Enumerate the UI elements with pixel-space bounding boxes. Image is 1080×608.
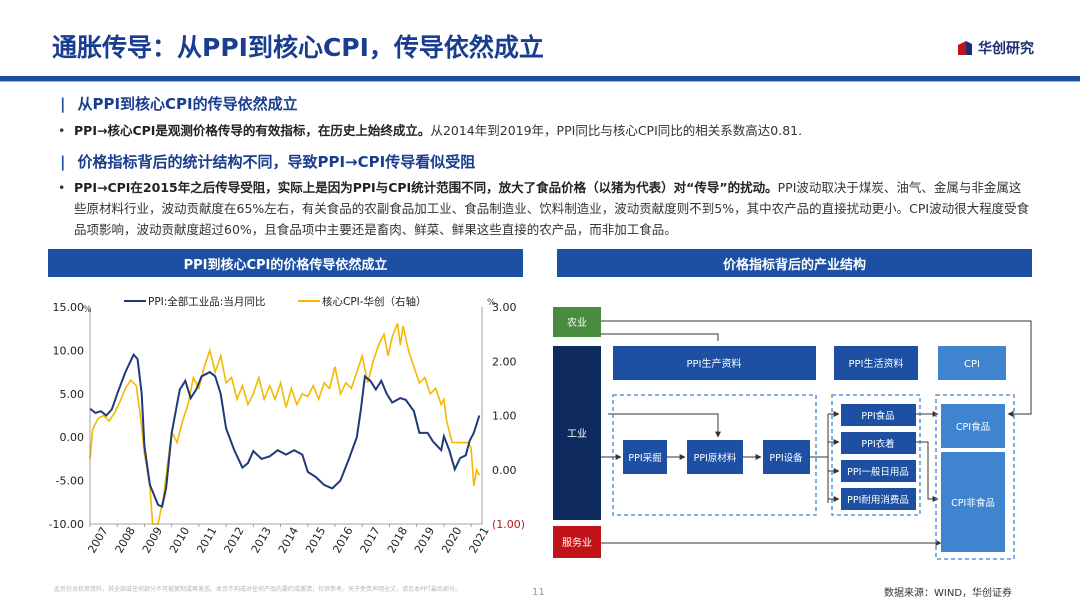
cpi-dashed-frame xyxy=(935,394,1015,560)
section-heading-1: | 从PPI到核心CPI的传导依然成立 xyxy=(60,93,298,114)
x-tick-label: 2011 xyxy=(194,525,219,556)
right-panel-title: 价格指标背后的产业结构 xyxy=(557,249,1032,277)
ppi-durable-box xyxy=(841,488,916,510)
section-heading-2-text: 价格指标背后的统计结构不同，导致PPI→CPI传导看似受阻 xyxy=(77,153,476,171)
x-tick-label: 2010 xyxy=(167,525,192,556)
ppi-living-label: PPI生活资料 xyxy=(848,357,903,370)
bullet-2-bold: PPI→CPI在2015年之后传导受阻，实际上是因为PPI与CPI统计范围不同，… xyxy=(74,180,778,195)
agri-to-cpi-food-line xyxy=(601,320,1032,417)
bullet-dot-icon: • xyxy=(58,123,66,138)
ppi-raw-label: PPI原材料 xyxy=(694,452,737,464)
header-divider xyxy=(0,76,1080,82)
agriculture-label: 农业 xyxy=(567,316,587,329)
service-box xyxy=(553,526,601,558)
x-tick-label: 2009 xyxy=(140,525,165,556)
core-cpi-series-line xyxy=(89,323,481,525)
page-title: 通胀传导：从PPI到核心CPI，传导依然成立 xyxy=(52,33,544,62)
ppi-food-box xyxy=(841,404,916,426)
ppi-mining-label: PPI采掘 xyxy=(628,452,661,464)
x-tick-label: 2018 xyxy=(385,525,410,556)
y-left-tick-label: 15.00 xyxy=(53,301,85,314)
cpi-box xyxy=(938,346,1006,380)
service-label: 服务业 xyxy=(562,536,592,549)
ppi-living-box xyxy=(834,346,918,380)
ppi-daily-box xyxy=(841,460,916,482)
y-left-tick-label: 10.00 xyxy=(53,344,85,357)
production-dashed-frame xyxy=(612,394,817,516)
living-dashed-frame xyxy=(831,394,921,516)
ppi-production-box xyxy=(613,346,816,380)
logo-mark-icon xyxy=(958,41,972,55)
cpi-nonfood-box xyxy=(941,452,1005,552)
ppi-series-line xyxy=(89,352,481,508)
x-tick-label: 2021 xyxy=(466,525,491,556)
bullet-2: • PPI→CPI在2015年之后传导受阻，实际上是因为PPI与CPI统计范围不… xyxy=(58,177,1033,240)
industry-structure-diagram: 农业 工业 服务业 PPI生产资料 PPI生活资料 CPI PPI采掘 PPI原… xyxy=(553,307,1032,560)
bullet-1-bold: PPI→核心CPI是观测价格传导的有效指标，在历史上始终成立。 xyxy=(74,123,431,138)
y-left-tick-label: 0.00 xyxy=(60,431,85,444)
industry-box xyxy=(553,346,601,520)
agri-to-ppi-line xyxy=(601,333,719,341)
page-number: 11 xyxy=(532,587,545,598)
heading-marker: | xyxy=(60,153,66,171)
cpi-nonfood-label: CPI非食品 xyxy=(951,497,995,509)
x-tick-label: 2008 xyxy=(113,525,138,556)
y-right-tick-label: 2.00 xyxy=(492,355,517,368)
brand-logo: 华创研究 xyxy=(956,38,1034,58)
ppi-daily-label: PPI一般日用品 xyxy=(847,466,909,478)
y-right-unit: % xyxy=(487,298,496,308)
x-tick-label: 2014 xyxy=(276,525,301,556)
logo-text: 华创研究 xyxy=(978,41,1034,57)
left-panel-title: PPI到核心CPI的价格传导依然成立 xyxy=(48,249,523,277)
x-tick-label: 2017 xyxy=(358,525,383,556)
ppi-clothing-box xyxy=(841,432,916,454)
industry-label: 工业 xyxy=(567,428,587,440)
ppi-mining-box xyxy=(623,440,667,474)
ppi-food-label: PPI食品 xyxy=(861,410,894,422)
x-tick-label: 2020 xyxy=(439,525,464,556)
ppi-durable-label: PPI耐用消费品 xyxy=(847,494,909,506)
x-tick-label: 2015 xyxy=(303,525,328,556)
ppi-living-to-cpi-nonfood-line xyxy=(916,441,939,502)
y-right-tick-label: 3.00 xyxy=(492,301,517,314)
y-left-tick-label: -5.00 xyxy=(56,475,84,488)
ppi-processing-label: PPI设备 xyxy=(769,452,803,464)
ppi-cpi-line-chart: 15.00 10.00 5.00 0.00 -5.00 -10.00 3.00 2.00 1.0… xyxy=(49,295,526,556)
section-heading-1-text: 从PPI到核心CPI的传导依然成立 xyxy=(77,95,298,113)
y-right-tick-label: (1.00) xyxy=(492,518,525,531)
y-left-tick-label: 5.00 xyxy=(60,388,85,401)
cpi-food-label: CPI食品 xyxy=(956,421,990,433)
section-heading-2: | 价格指标背后的统计结构不同，导致PPI→CPI传导看似受阻 xyxy=(60,151,475,172)
ppi-production-label: PPI生产资料 xyxy=(686,357,741,370)
x-tick-label: 2019 xyxy=(412,525,437,556)
y-right-tick-label: 0.00 xyxy=(492,464,517,477)
industry-to-raw-line xyxy=(608,413,721,438)
x-tick-label: 2012 xyxy=(221,525,246,556)
cpi-food-box xyxy=(941,404,1005,448)
bullet-1-rest: 从2014年到2019年，PPI同比与核心CPI同比的相关系数高达0.81. xyxy=(430,123,803,138)
legend-ppi-label: PPI:全部工业品:当月同比 xyxy=(148,295,265,308)
bullet-dot-icon: • xyxy=(58,180,66,195)
x-tick-label: 2013 xyxy=(249,525,274,556)
ppi-raw-box xyxy=(687,440,743,474)
x-tick-label: 2016 xyxy=(330,525,355,556)
agriculture-box xyxy=(553,307,601,337)
y-right-tick-label: 1.00 xyxy=(492,410,517,423)
disclaimer-text: 此页包含机密资料，其全部或任何部分不可被复制或再发送。本页不构成对任何产品的要约… xyxy=(54,586,461,593)
x-tick-label: 2007 xyxy=(85,525,110,556)
ppi-clothing-label: PPI衣着 xyxy=(861,438,894,450)
ppi-processing-box xyxy=(763,440,810,474)
heading-marker: | xyxy=(60,95,66,113)
y-left-unit: % xyxy=(83,305,92,315)
legend-cpi-label: 核心CPI-华创（右轴） xyxy=(322,295,427,308)
cpi-label: CPI xyxy=(964,359,980,370)
data-source: 数据来源：WIND，华创证券 xyxy=(884,588,1013,599)
bullet-1: • PPI→核心CPI是观测价格传导的有效指标，在历史上始终成立。从2014年到… xyxy=(58,120,1033,141)
bullet-2-rest: PPI波动取决于煤炭、油气、金属与非金属这些原材料行业，波动贡献度在65%左右，… xyxy=(74,180,1030,237)
y-left-tick-label: -10.00 xyxy=(49,518,84,531)
